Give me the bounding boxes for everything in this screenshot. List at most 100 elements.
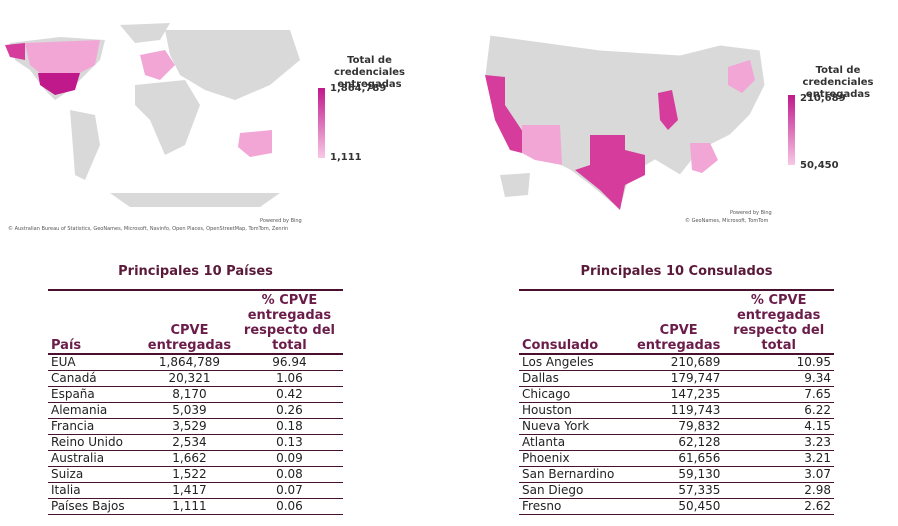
table-cell: Nueva York: [519, 418, 634, 435]
world-map: [5, 23, 300, 207]
table-title: Principales 10 Países: [118, 264, 273, 279]
table-cell: 2,534: [143, 434, 236, 451]
table-row: España 8,170 0.42: [48, 386, 343, 403]
legend-title: Total de credenciales entregadas: [802, 65, 874, 100]
table-cell: 119,743: [633, 402, 724, 419]
map-credit: Powered by Bing: [730, 210, 772, 216]
table-row: Phoenix 61,656 3.21: [519, 450, 834, 467]
table-row: Chicago 147,235 7.65: [519, 386, 834, 403]
table-cell: Canadá: [48, 370, 144, 387]
table-row: Italia 1,417 0.07: [48, 482, 343, 499]
consulates-table: Consulado CPVE entregadas% CPVE entregada…: [519, 289, 834, 515]
table-cell: 61,656: [633, 450, 724, 467]
table-cell: 50,450: [633, 498, 724, 515]
table-cell: Phoenix: [519, 450, 634, 467]
table-cell: 4.15: [723, 418, 834, 435]
table-row: Fresno 50,450 2.62: [519, 498, 834, 515]
table-row: Atlanta 62,128 3.23: [519, 434, 834, 451]
table-cell: 0.07: [235, 482, 343, 499]
table-cell: España: [48, 386, 144, 403]
table-cell: Reino Unido: [48, 434, 144, 451]
table-row: Reino Unido 2,534 0.13: [48, 434, 343, 451]
table-cell: 1,864,789: [143, 354, 236, 371]
table-row: Los Angeles 210,689 10.95: [519, 354, 834, 371]
table-cell: 10.95: [723, 354, 834, 371]
table-cell: 3.21: [723, 450, 834, 467]
column-header: País: [48, 289, 144, 355]
table-cell: San Diego: [519, 482, 634, 499]
map-attribution: © GeoNames, Microsoft, TomTom: [685, 218, 769, 224]
header-row: País CPVE entregadas% CPVE entregadas res…: [48, 289, 343, 355]
legend-gradient: [318, 88, 325, 158]
table-cell: Alemania: [48, 402, 144, 419]
table-row: Alemania 5,039 0.26: [48, 402, 343, 419]
table-cell: 0.26: [235, 402, 343, 419]
table-cell: 7.65: [723, 386, 834, 403]
table-cell: Houston: [519, 402, 634, 419]
table-cell: 210,689: [633, 354, 724, 371]
table-row: EUA 1,864,789 96.94: [48, 354, 343, 371]
table-cell: San Bernardino: [519, 466, 634, 483]
table-row: San Diego 57,335 2.98: [519, 482, 834, 499]
column-header: CPVE entregadas: [633, 289, 724, 355]
table-cell: 62,128: [633, 434, 724, 451]
table-cell: 9.34: [723, 370, 834, 387]
table-row: Canadá 20,321 1.06: [48, 370, 343, 387]
table-row: Nueva York 79,832 4.15: [519, 418, 834, 435]
table-cell: 20,321: [143, 370, 236, 387]
table-cell: 147,235: [633, 386, 724, 403]
legend-max: 210,689: [800, 93, 846, 104]
table-row: Suiza 1,522 0.08: [48, 466, 343, 483]
column-header: CPVE entregadas: [143, 289, 236, 355]
table-cell: Suiza: [48, 466, 144, 483]
table-cell: 1.06: [235, 370, 343, 387]
table-row: Houston 119,743 6.22: [519, 402, 834, 419]
table-cell: Italia: [48, 482, 144, 499]
table-cell: Atlanta: [519, 434, 634, 451]
table-cell: 59,130: [633, 466, 724, 483]
legend-title: Total de credenciales entregadas: [334, 55, 405, 90]
table-cell: 3,529: [143, 418, 236, 435]
table-row: Francia 3,529 0.18: [48, 418, 343, 435]
table-title: Principales 10 Consulados: [580, 264, 773, 279]
table-cell: 179,747: [633, 370, 724, 387]
table-cell: 0.08: [235, 466, 343, 483]
table-cell: 0.09: [235, 450, 343, 467]
table-cell: 0.06: [235, 498, 343, 515]
table-cell: 1,111: [143, 498, 236, 515]
map-attribution: © Australian Bureau of Statistics, GeoNa…: [8, 226, 289, 232]
table-cell: 1,522: [143, 466, 236, 483]
column-header: Consulado: [519, 289, 634, 355]
header-row: Consulado CPVE entregadas% CPVE entregada…: [519, 289, 834, 355]
legend-max: 1,864,789: [330, 83, 387, 94]
table-cell: 6.22: [723, 402, 834, 419]
table-cell: 0.42: [235, 386, 343, 403]
table-cell: EUA: [48, 354, 144, 371]
table-cell: 96.94: [235, 354, 343, 371]
column-header: % CPVE entregadas respecto del total: [723, 289, 834, 355]
table-cell: 8,170: [143, 386, 236, 403]
table-cell: Países Bajos: [48, 498, 144, 515]
legend-gradient: [788, 95, 795, 165]
map-credit: Powered by Bing: [260, 218, 302, 224]
us-map: [484, 34, 766, 211]
table-cell: 1,662: [143, 450, 236, 467]
table-cell: Dallas: [519, 370, 634, 387]
table-cell: 5,039: [143, 402, 236, 419]
table-cell: Los Angeles: [519, 354, 634, 371]
table-cell: 0.13: [235, 434, 343, 451]
table-cell: Francia: [48, 418, 144, 435]
table-cell: Fresno: [519, 498, 634, 515]
table-cell: 57,335: [633, 482, 724, 499]
table-row: Dallas 179,747 9.34: [519, 370, 834, 387]
table-row: Australia 1,662 0.09: [48, 450, 343, 467]
table-cell: 0.18: [235, 418, 343, 435]
table-row: Países Bajos 1,111 0.06: [48, 498, 343, 515]
table-cell: Chicago: [519, 386, 634, 403]
table-cell: Australia: [48, 450, 144, 467]
table-cell: 2.62: [723, 498, 834, 515]
legend-min: 1,111: [330, 152, 362, 163]
table-cell: 1,417: [143, 482, 236, 499]
legend-min: 50,450: [800, 160, 839, 171]
